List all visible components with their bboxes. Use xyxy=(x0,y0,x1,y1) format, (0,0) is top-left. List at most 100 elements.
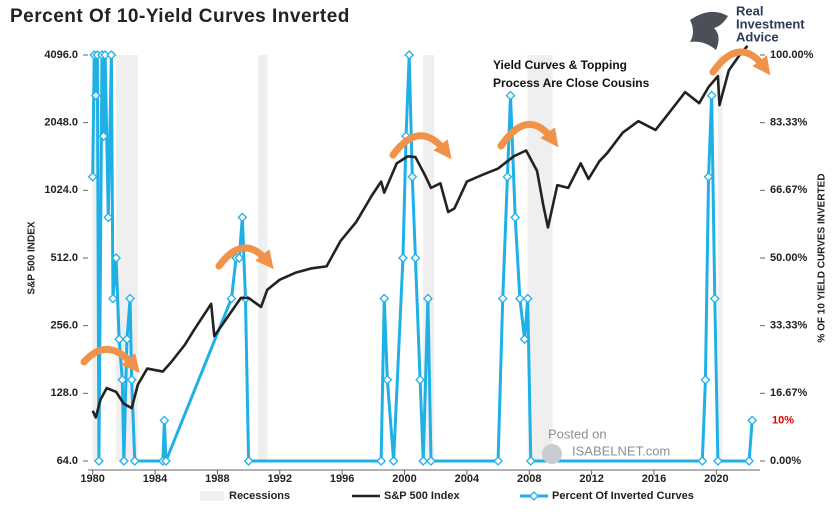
percent-marker xyxy=(379,293,390,304)
y-axis-label: S&P 500 INDEX xyxy=(27,221,38,295)
watermark-text: Posted on xyxy=(548,426,607,441)
percent-marker xyxy=(118,456,129,466)
logo: Real Investment Advice xyxy=(690,3,805,50)
percent-marker xyxy=(697,456,708,466)
x-tick-label: 1992 xyxy=(268,473,292,485)
percent-marker xyxy=(407,171,418,182)
x-tick-label: 2004 xyxy=(455,473,480,485)
logo-text: Advice xyxy=(736,29,779,44)
percent-marker xyxy=(514,293,525,304)
percent-line xyxy=(91,53,754,463)
y2-tick-label: 33.33% xyxy=(770,320,808,332)
percent-marker xyxy=(422,293,433,304)
percent-marker xyxy=(237,212,248,223)
percent-marker xyxy=(700,374,711,385)
y-tick-label: 64.0 xyxy=(57,455,78,467)
x-tick-label: 2000 xyxy=(392,473,416,485)
recession-band xyxy=(92,55,101,461)
percent-marker xyxy=(525,456,536,466)
percent-marker xyxy=(226,293,237,304)
watermark-icon xyxy=(542,444,562,464)
percent-marker xyxy=(502,171,513,182)
arrow xyxy=(215,244,274,270)
legend-swatch xyxy=(200,491,224,501)
y2-tick-label: 0.00% xyxy=(770,455,801,467)
percent-marker xyxy=(114,334,125,345)
arrow xyxy=(497,120,559,150)
percent-marker xyxy=(398,253,408,263)
percent-marker xyxy=(388,456,399,466)
x-tick-label: 2008 xyxy=(517,473,541,485)
recession-band xyxy=(717,55,723,461)
percent-marker xyxy=(493,456,503,466)
percent-marker xyxy=(415,374,426,385)
percent-marker xyxy=(426,456,436,466)
index-line xyxy=(91,44,749,419)
y-tick-label: 128.0 xyxy=(50,387,78,399)
arrow xyxy=(389,132,452,160)
y2-tick-label: 50.00% xyxy=(770,252,808,264)
y-tick-label: 256.0 xyxy=(50,320,78,332)
watermark-text: ISABELNET.com xyxy=(572,443,670,458)
x-tick-label: 1980 xyxy=(80,473,104,485)
logo-text: Investment xyxy=(736,16,805,31)
y-tick-label: 512.0 xyxy=(50,252,78,264)
legend-label: Recessions xyxy=(229,490,290,502)
x-tick-label: 2012 xyxy=(579,473,603,485)
arrow xyxy=(80,345,140,373)
percent-marker xyxy=(706,90,717,101)
y2-tick-label: 16.67% xyxy=(770,387,808,399)
percent-marker xyxy=(106,50,117,60)
percent-marker xyxy=(519,334,530,345)
x-tick-label: 2020 xyxy=(704,473,728,485)
recession-band xyxy=(423,55,435,461)
percent-marker xyxy=(712,456,723,466)
percent-marker xyxy=(703,171,714,182)
percent-marker xyxy=(418,456,429,466)
x-tick-label: 1996 xyxy=(330,473,354,485)
watermark: Posted on ISABELNET.com xyxy=(542,426,670,464)
percent-marker xyxy=(117,374,128,385)
percent-marker xyxy=(93,456,104,466)
y-tick-label: 1024.0 xyxy=(44,184,78,196)
percent-marker xyxy=(159,415,170,426)
y2-tick-label: 100.00% xyxy=(770,49,814,61)
legend-label: S&P 500 Index xyxy=(384,490,460,502)
y2-tick-label: 66.67% xyxy=(770,184,808,196)
percent-marker xyxy=(234,253,245,263)
x-tick-label: 2016 xyxy=(642,473,666,485)
y2-tick-label: 83.33% xyxy=(770,117,808,129)
percent-marker xyxy=(709,293,720,304)
y-tick-label: 2048.0 xyxy=(44,117,78,129)
percent-marker xyxy=(125,293,136,304)
percent-marker xyxy=(98,131,109,142)
chart-title: Percent Of 10-Yield Curves Inverted xyxy=(10,6,350,27)
percent-marker xyxy=(243,456,254,466)
percent-marker xyxy=(103,212,114,223)
percent-marker xyxy=(87,171,98,182)
percent-marker xyxy=(90,90,101,101)
x-tick-label: 1984 xyxy=(143,473,168,485)
percent-marker xyxy=(744,456,755,466)
percent-marker xyxy=(111,253,121,263)
legend-label: Percent Of Inverted Curves xyxy=(552,490,694,502)
percent-marker xyxy=(497,293,508,304)
plot-area: 64.0 128.0 256.0 512.0 1024.0 2048.0 4096.0 0.0… xyxy=(44,44,814,502)
logo-text: Real xyxy=(736,3,763,18)
percent-marker xyxy=(161,456,171,466)
y2-axis-label: % OF 10 YIELD CURVES INVERTED xyxy=(817,173,828,342)
percent-marker xyxy=(376,456,387,466)
percent-marker xyxy=(126,374,137,385)
arrow xyxy=(709,48,771,76)
x-tick-label: 1988 xyxy=(205,473,229,485)
percent-marker xyxy=(382,374,393,385)
percent-marker xyxy=(108,293,118,304)
percent-marker xyxy=(122,334,132,345)
percent-marker xyxy=(747,415,758,426)
annotation: Yield Curves & Topping xyxy=(493,58,627,72)
logo-icon xyxy=(690,11,728,50)
percent-marker xyxy=(510,212,521,223)
percent-marker xyxy=(410,253,421,263)
annotation: Process Are Close Cousins xyxy=(493,76,650,90)
